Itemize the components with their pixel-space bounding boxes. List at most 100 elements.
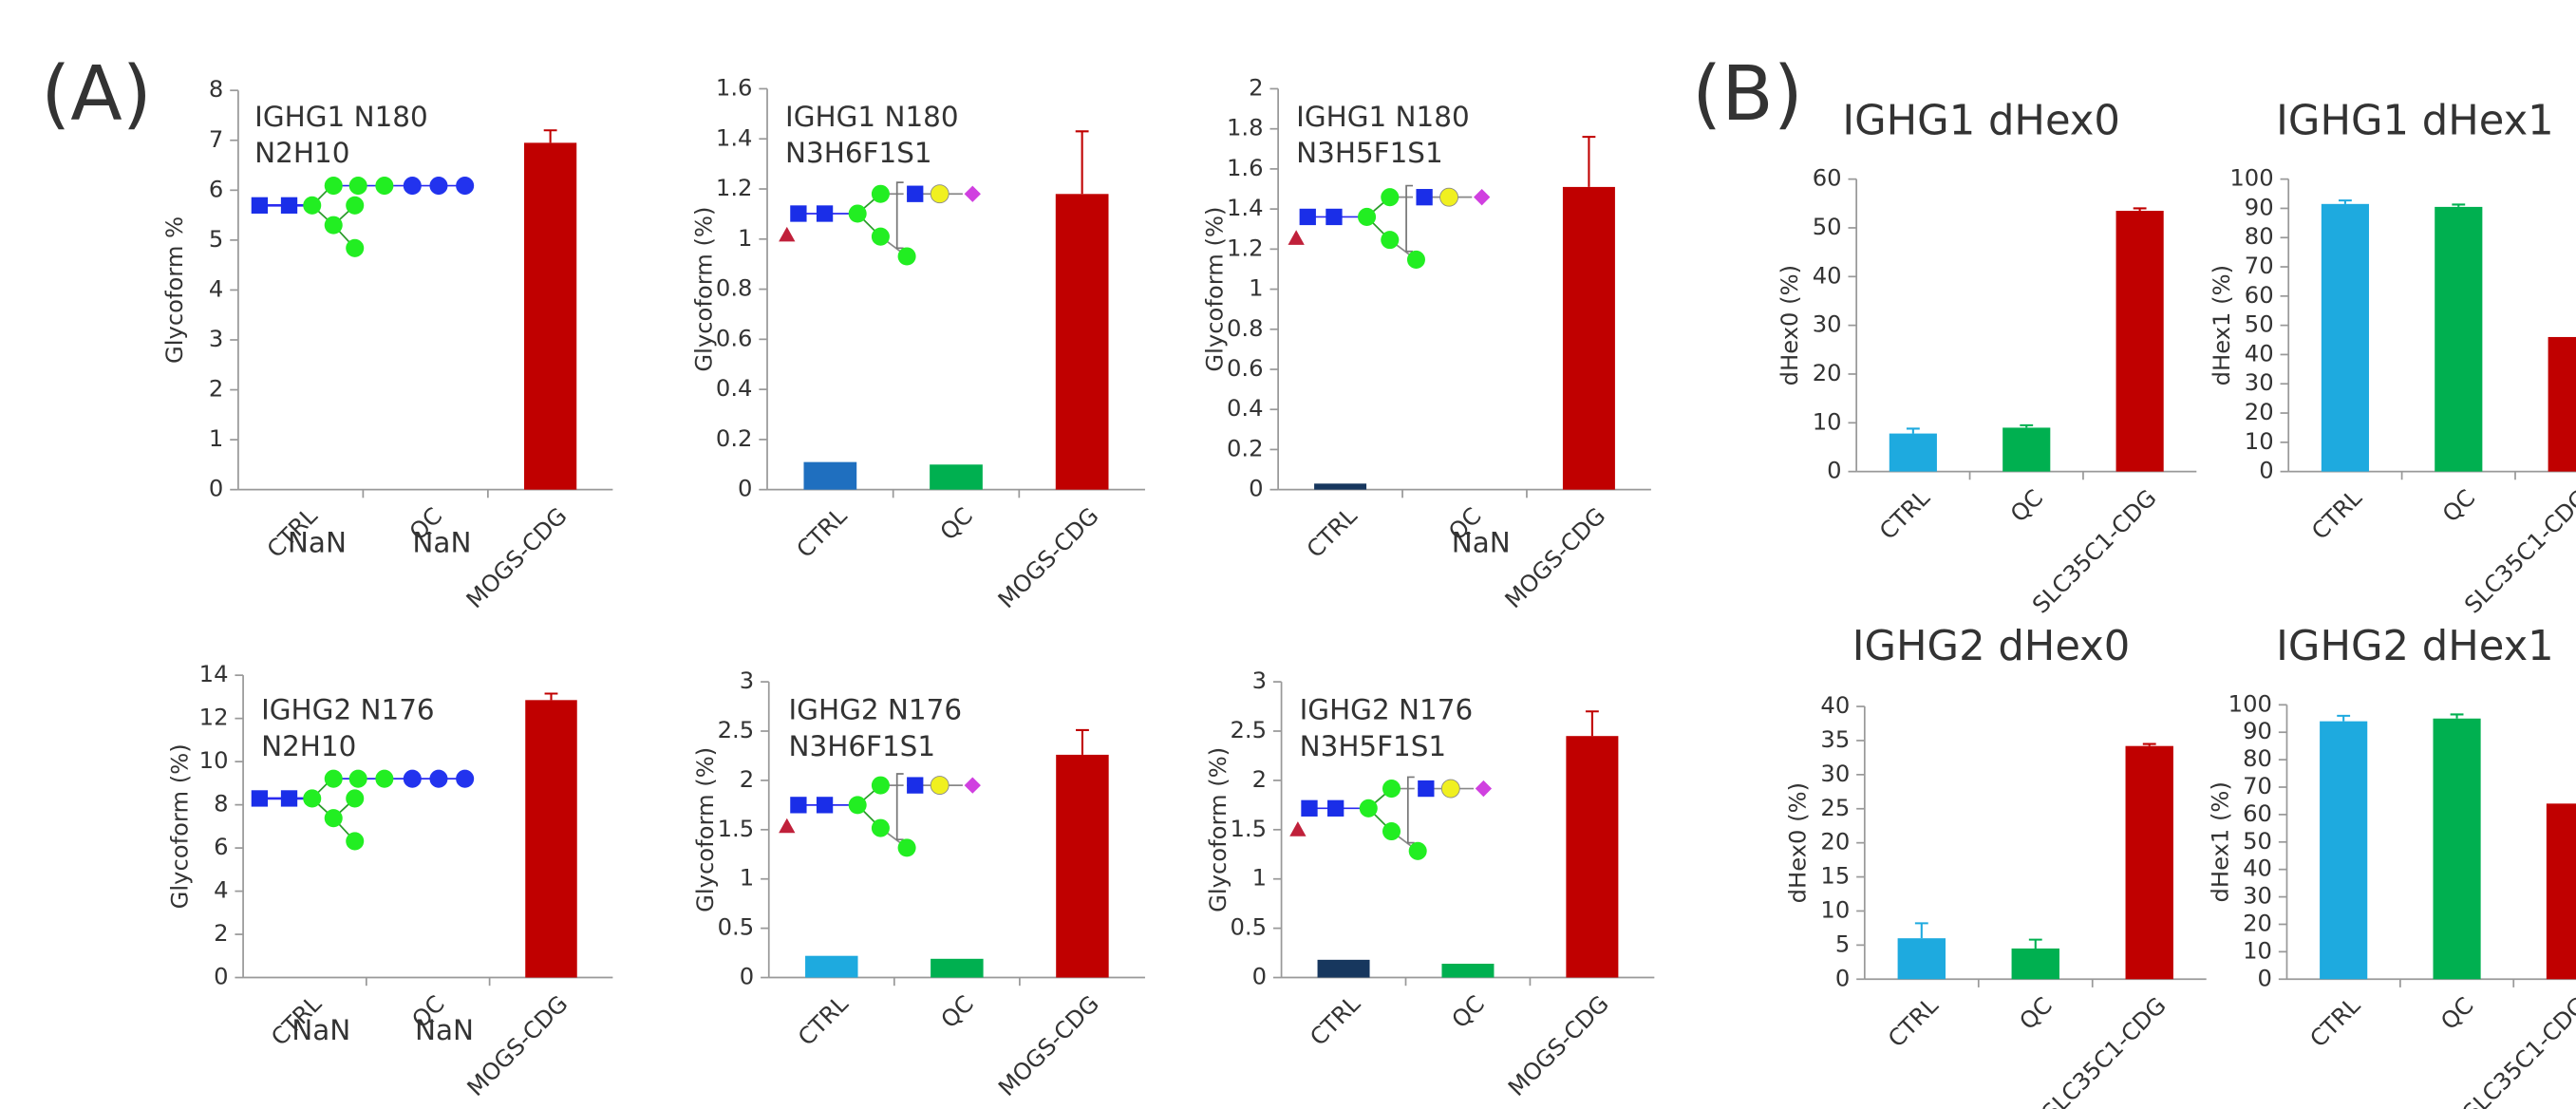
- y-tick-label: 0.6: [1227, 355, 1264, 382]
- y-tick-label: 100: [2229, 165, 2273, 192]
- y-tick-label: 30: [2245, 369, 2274, 396]
- error-bar: [544, 692, 558, 701]
- x-tick-label: SLC35C1-CDG: [2037, 992, 2171, 1109]
- y-tick-label: 30: [1820, 761, 1850, 787]
- y-tick-label: 7: [209, 126, 223, 153]
- y-tick-label: 5: [1835, 930, 1850, 957]
- y-tick-label: 0.2: [1227, 435, 1264, 461]
- glycan-icon: [1288, 776, 1493, 861]
- value-label: NaN: [412, 526, 471, 558]
- y-tick-label: 90: [2245, 194, 2274, 220]
- error-bar: [1585, 710, 1599, 737]
- error-bar: [1075, 130, 1089, 195]
- error-bar: [2133, 207, 2147, 212]
- error-bar: [1914, 922, 1928, 939]
- y-tick-label: 0.4: [716, 375, 753, 402]
- x-tick-label: MOGS-CDG: [1503, 990, 1614, 1101]
- chart-subtitle: N2H10: [254, 137, 349, 169]
- y-tick-label: 1.6: [716, 74, 753, 101]
- y-tick-label: 5: [209, 226, 223, 253]
- y-tick-label: 1.8: [1227, 115, 1264, 141]
- x-tick-label: SLC35C1-CDG: [2027, 484, 2161, 618]
- x-tick-label: MOGS-CDG: [993, 990, 1104, 1101]
- error-bar: [2452, 203, 2466, 207]
- y-axis-label: Glycoform (%): [690, 207, 717, 372]
- x-tick-label: MOGS-CDG: [993, 502, 1104, 613]
- y-tick-label: 0: [1835, 965, 1850, 991]
- y-tick-label: 50: [2243, 828, 2272, 855]
- glycan-icon: [250, 175, 476, 259]
- y-tick-label: 0.8: [1227, 315, 1264, 342]
- y-tick-label: 80: [2245, 223, 2274, 250]
- value-label: NaN: [415, 1014, 474, 1046]
- y-tick-label: 20: [2243, 910, 2272, 936]
- y-tick-label: 1: [209, 425, 223, 452]
- y-tick-label: 0.4: [1227, 395, 1264, 422]
- chart-title: IGHG2 dHex1: [2276, 623, 2554, 670]
- chart-subtitle: N3H6F1S1: [789, 730, 936, 762]
- y-tick-label: 10: [1820, 896, 1850, 923]
- error-bar: [1582, 136, 1596, 187]
- y-tick-label: 0.8: [716, 275, 753, 302]
- y-tick-label: 1.6: [1227, 155, 1264, 181]
- y-tick-label: 1.2: [716, 175, 753, 201]
- bar: [1314, 483, 1367, 490]
- bar: [1317, 959, 1370, 978]
- y-axis-label: dHex1 (%): [2207, 781, 2233, 902]
- y-tick-label: 0: [209, 476, 223, 502]
- y-tick-label: 0: [2259, 458, 2273, 484]
- y-tick-label: 15: [1820, 863, 1850, 890]
- y-tick-label: 6: [209, 176, 223, 202]
- y-tick-label: 3: [1252, 667, 1267, 694]
- x-tick-label: CTRL: [2306, 484, 2367, 545]
- panel-label: (B): [1692, 49, 1803, 138]
- y-tick-label: 40: [2243, 855, 2272, 882]
- y-tick-label: 10: [2245, 428, 2274, 455]
- y-tick-label: 8: [214, 791, 228, 818]
- x-tick-label: QC: [2015, 992, 2058, 1035]
- y-tick-label: 2: [740, 766, 754, 793]
- y-tick-label: 1: [738, 225, 752, 252]
- y-tick-label: 0: [1827, 458, 1841, 484]
- bar: [1055, 194, 1109, 490]
- panel-label: (A): [41, 49, 152, 138]
- chart-title: IGHG1 dHex0: [1842, 97, 2120, 144]
- y-axis-label: Glycoform %: [161, 216, 188, 364]
- y-tick-label: 20: [1813, 360, 1842, 386]
- chart-title: IGHG2 N176: [1300, 694, 1474, 726]
- chart-title: IGHG1 N180: [785, 101, 959, 133]
- bar: [1441, 964, 1495, 978]
- chart-subtitle: N3H5F1S1: [1296, 137, 1443, 169]
- bar: [1897, 938, 1946, 980]
- y-tick-label: 0.5: [1230, 914, 1267, 941]
- y-tick-label: 4: [209, 275, 223, 302]
- y-tick-label: 2: [1249, 74, 1263, 101]
- y-tick-label: 3: [209, 326, 223, 352]
- y-axis-label: dHex0 (%): [1785, 782, 1812, 903]
- y-tick-label: 0: [2257, 965, 2271, 991]
- x-tick-label: MOGS-CDG: [1500, 502, 1611, 613]
- y-tick-label: 70: [2245, 253, 2274, 279]
- y-tick-label: 30: [2243, 883, 2272, 910]
- y-tick-label: 2: [1252, 766, 1267, 793]
- error-bar: [2142, 742, 2156, 746]
- x-tick-label: QC: [935, 502, 978, 545]
- value-label: NaN: [288, 526, 347, 558]
- y-tick-label: 3: [740, 667, 754, 694]
- bar: [2003, 427, 2051, 472]
- y-tick-label: 60: [1813, 165, 1842, 192]
- bar: [2011, 948, 2059, 980]
- chart-subtitle: N3H5F1S1: [1300, 730, 1447, 762]
- y-tick-label: 10: [1813, 408, 1842, 435]
- y-tick-label: 1.4: [1227, 195, 1264, 221]
- bar: [2435, 206, 2483, 472]
- y-tick-label: 2.5: [718, 717, 755, 743]
- chart-title: IGHG1 N180: [254, 101, 428, 133]
- chart-title: IGHG2 dHex0: [1852, 623, 2131, 670]
- y-tick-label: 30: [1813, 311, 1842, 338]
- y-tick-label: 6: [214, 834, 228, 860]
- glycan-icon: [778, 181, 982, 267]
- value-label: NaN: [1452, 526, 1511, 558]
- bar: [524, 142, 577, 490]
